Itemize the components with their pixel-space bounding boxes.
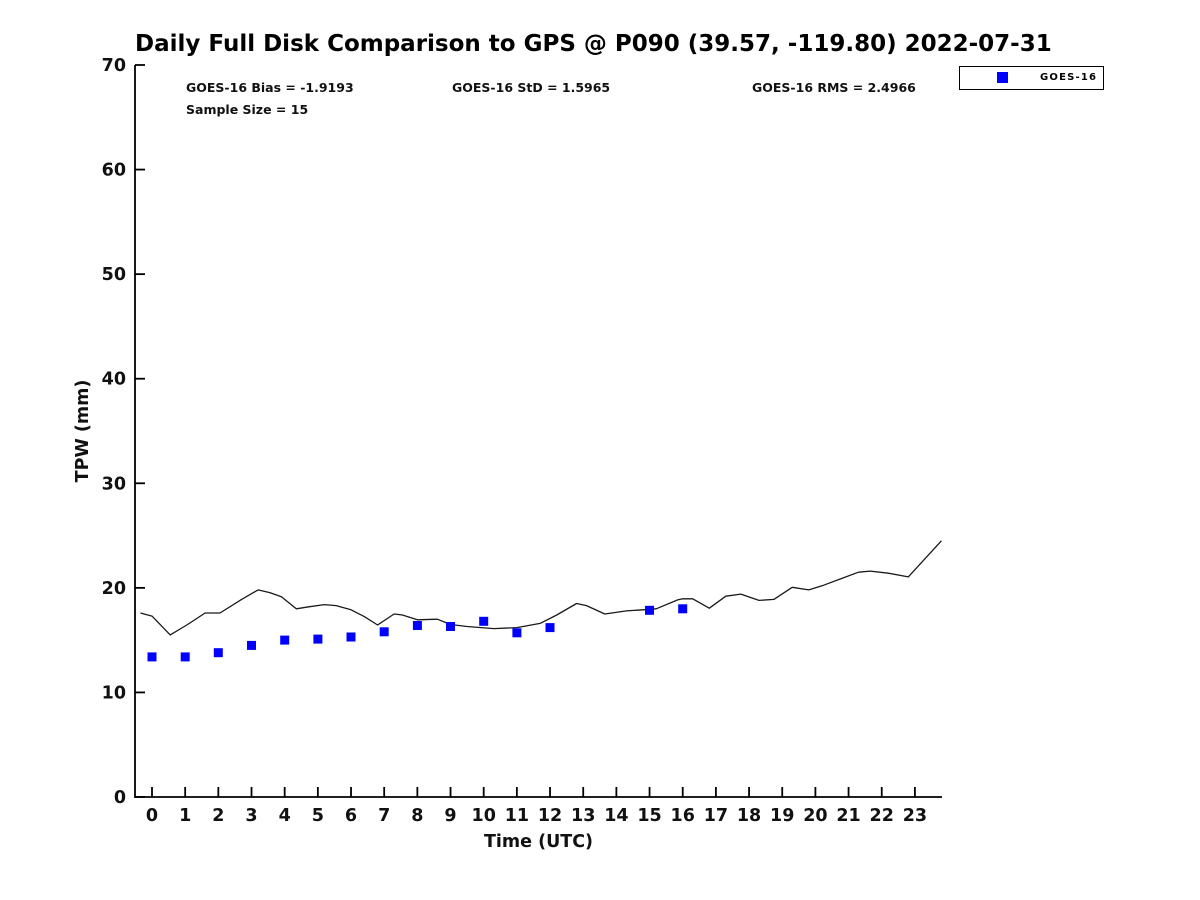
y-tick-label: 20 bbox=[102, 579, 126, 599]
x-tick-label: 3 bbox=[245, 806, 257, 826]
goes16-marker bbox=[446, 622, 455, 631]
goes16-marker bbox=[545, 623, 555, 633]
stat-sample-size: Sample Size = 15 bbox=[186, 102, 309, 117]
x-axis-label: Time (UTC) bbox=[484, 832, 593, 852]
x-tick-label: 23 bbox=[903, 806, 927, 826]
y-tick-label: 40 bbox=[102, 370, 126, 390]
goes16-marker bbox=[247, 640, 256, 650]
x-tick-label: 17 bbox=[704, 806, 728, 826]
legend-square-marker-icon bbox=[997, 72, 1008, 83]
x-tick-label: 10 bbox=[472, 806, 496, 826]
axes-spines bbox=[134, 65, 942, 798]
legend: GOES-16 bbox=[959, 66, 1104, 90]
goes16-marker bbox=[479, 616, 489, 626]
x-tick-label: 11 bbox=[505, 806, 529, 826]
x-tick-label: 9 bbox=[444, 806, 456, 826]
goes16-marker bbox=[180, 652, 190, 662]
x-tick-label: 5 bbox=[312, 806, 324, 826]
x-tick-label: 19 bbox=[770, 806, 794, 826]
legend-label: GOES-16 bbox=[1040, 72, 1098, 83]
x-tick-label: 14 bbox=[604, 806, 628, 826]
gps-line-series bbox=[140, 540, 942, 636]
goes16-marker bbox=[512, 628, 522, 638]
stat-std: GOES-16 StD = 1.5965 bbox=[452, 80, 611, 95]
x-tick-label: 22 bbox=[870, 806, 894, 826]
goes16-marker bbox=[678, 604, 688, 614]
x-tick-label: 15 bbox=[637, 806, 661, 826]
x-tick-label: 18 bbox=[737, 806, 761, 826]
x-tick-label: 7 bbox=[378, 806, 390, 826]
goes16-marker bbox=[346, 632, 356, 642]
y-tick-label: 70 bbox=[102, 56, 126, 76]
goes16-marker bbox=[379, 627, 389, 637]
x-tick-label: 21 bbox=[836, 806, 860, 826]
x-tick-label: 1 bbox=[179, 806, 191, 826]
y-tick-label: 0 bbox=[114, 788, 126, 808]
y-axis-label: TPW (mm) bbox=[73, 380, 93, 483]
chart-title: Daily Full Disk Comparison to GPS @ P090… bbox=[135, 31, 1052, 57]
goes16-marker bbox=[280, 635, 290, 645]
x-tick-label: 13 bbox=[571, 806, 595, 826]
x-tick-label: 20 bbox=[803, 806, 827, 826]
x-tick-label: 2 bbox=[212, 806, 224, 826]
x-tick-label: 12 bbox=[538, 806, 562, 826]
goes16-marker bbox=[645, 605, 654, 615]
goes16-marker bbox=[147, 652, 157, 662]
x-tick-label: 8 bbox=[411, 806, 423, 826]
y-tick-label: 10 bbox=[102, 683, 126, 703]
goes16-marker bbox=[412, 621, 422, 630]
y-tick-label: 30 bbox=[102, 474, 126, 494]
x-tick-label: 4 bbox=[279, 806, 291, 826]
stat-bias: GOES-16 Bias = -1.9193 bbox=[186, 80, 354, 95]
stat-rms: GOES-16 RMS = 2.4966 bbox=[752, 80, 916, 95]
x-tick-label: 16 bbox=[671, 806, 695, 826]
y-tick-label: 50 bbox=[102, 265, 126, 285]
goes16-marker bbox=[213, 648, 223, 658]
goes16-marker bbox=[313, 634, 323, 644]
y-tick-label: 60 bbox=[102, 161, 126, 181]
x-tick-label: 6 bbox=[345, 806, 357, 826]
x-tick-label: 0 bbox=[146, 806, 158, 826]
